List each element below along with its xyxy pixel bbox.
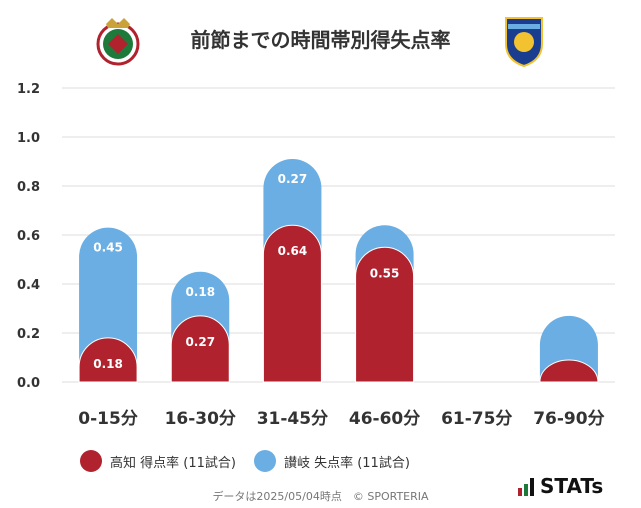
data-label-sanuki: 0.27 — [278, 172, 308, 186]
x-tick-label: 46-60分 — [349, 409, 420, 429]
x-tick-label: 76-90分 — [533, 409, 604, 429]
legend: 高知 得点率 (11試合) 讃岐 失点率 (11試合) — [80, 450, 428, 472]
data-label-kochi: 0.55 — [370, 266, 400, 280]
legend-label-kochi: 高知 得点率 (11試合) — [110, 455, 236, 471]
kochi-crest-icon — [96, 18, 140, 66]
legend-item-kochi: 高知 得点率 (11試合) — [80, 450, 236, 472]
y-tick-label: 0.6 — [17, 229, 40, 244]
bar-chart: 0.0 0.2 0.4 0.6 0.8 1.0 1.2 0.18 0.45 0-15分 0.27 0.… — [17, 82, 615, 429]
sanuki-crest-icon — [505, 17, 543, 68]
y-tick-label: 0.4 — [17, 278, 40, 293]
bar-kochi — [78, 337, 138, 383]
y-tick-label: 0.0 — [17, 376, 40, 391]
data-label-kochi: 0.27 — [185, 335, 215, 349]
y-tick-label: 0.8 — [17, 180, 40, 195]
data-note: データは2025/05/04時点 © SPORTERIA — [212, 490, 429, 503]
data-label-kochi: 0.18 — [93, 357, 123, 371]
y-tick-label: 1.2 — [17, 82, 40, 97]
x-tick-label: 0-15分 — [78, 409, 138, 429]
data-label-kochi: 0.64 — [278, 244, 308, 258]
legend-swatch-kochi — [80, 450, 102, 472]
y-tick-label: 0.2 — [17, 327, 40, 342]
y-tick-label: 1.0 — [17, 131, 40, 146]
x-tick-label: 61-75分 — [441, 409, 512, 429]
bar-kochi — [170, 315, 230, 383]
data-label-sanuki: 0.45 — [93, 241, 123, 255]
legend-swatch-sanuki — [253, 450, 276, 472]
legend-item-sanuki: 讃岐 失点率 (11試合) — [253, 450, 410, 472]
stats-logo-text: STATs — [540, 474, 604, 498]
bar-kochi — [355, 246, 415, 383]
x-tick-label: 16-30分 — [165, 409, 236, 429]
bar-kochi — [539, 359, 599, 383]
stats-logo: STATs — [518, 476, 603, 496]
legend-label-sanuki: 讃岐 失点率 (11試合) — [283, 455, 410, 471]
x-tick-label: 31-45分 — [257, 409, 328, 429]
stats-logo-bars-icon — [518, 478, 536, 496]
chart-title: 前節までの時間帯別得失点率 — [190, 28, 451, 52]
bar-kochi — [262, 224, 322, 383]
data-label-sanuki: 0.18 — [185, 285, 215, 299]
